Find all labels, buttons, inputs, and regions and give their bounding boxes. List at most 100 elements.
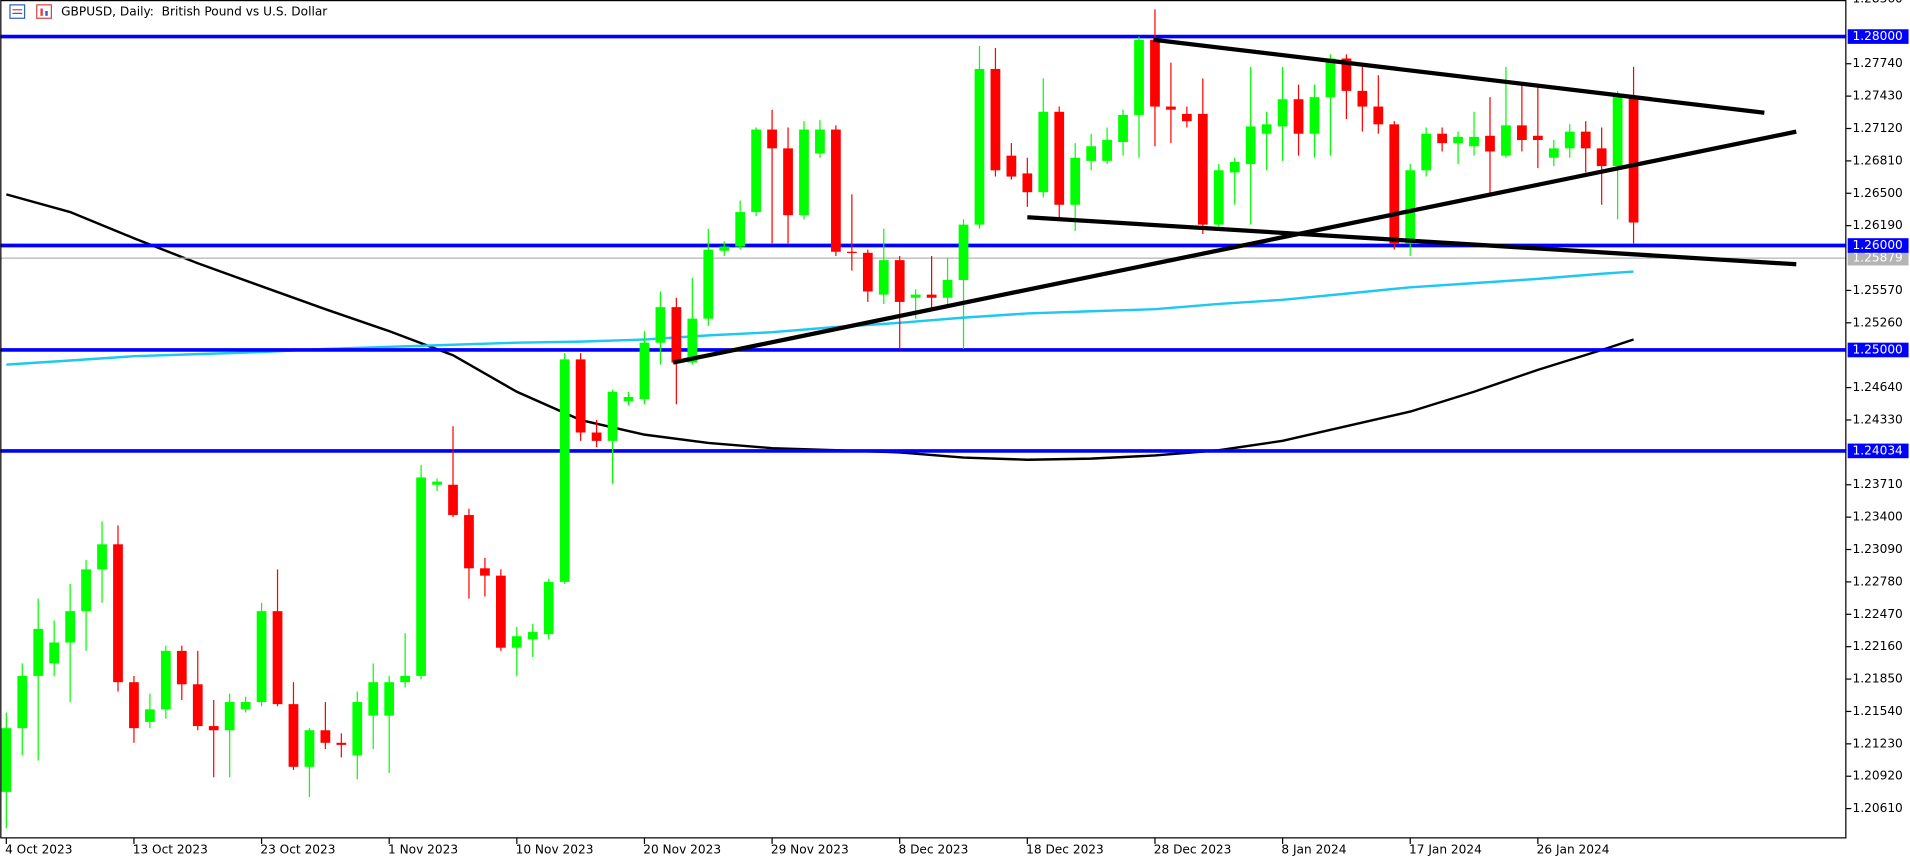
candle-body (384, 682, 395, 716)
y-tick-label: 1.21230 (1853, 736, 1903, 750)
x-tick-label: 28 Dec 2023 (1154, 843, 1232, 857)
price-tag-label: 1.25000 (1853, 342, 1903, 356)
candle-body (1150, 39, 1160, 107)
price-tag (1847, 238, 1909, 253)
candle-body (1517, 125, 1527, 140)
candle-body (1580, 131, 1591, 149)
price-tag-label: 1.24034 (1853, 443, 1904, 457)
chart-title: GBPUSD, Daily: British Pound vs U.S. Dol… (61, 5, 327, 19)
y-tick-label: 1.24330 (1853, 412, 1903, 426)
candle-body (432, 481, 442, 485)
x-tick-label: 20 Nov 2023 (643, 843, 721, 857)
candle-body (735, 212, 746, 247)
candle-body (1245, 126, 1256, 165)
candle-body (1054, 111, 1065, 205)
y-tick-label: 1.21540 (1853, 704, 1903, 718)
candle-body (176, 650, 187, 685)
icon (36, 4, 52, 19)
candle-body (1293, 99, 1304, 134)
y-tick-label: 1.27430 (1853, 89, 1903, 103)
candle-body (1277, 99, 1288, 127)
candle-body (1086, 146, 1097, 161)
candle-body (1261, 124, 1272, 134)
candle-body (65, 611, 76, 643)
candle-body (1628, 97, 1639, 223)
candle-body (1006, 155, 1017, 177)
x-tick-label: 10 Nov 2023 (516, 843, 594, 857)
candle-body (352, 702, 363, 756)
candle-body (1469, 136, 1479, 147)
x-tick-label: 8 Jan 2024 (1281, 843, 1346, 857)
candle-body (1485, 135, 1495, 152)
price-tag-label: 1.25879 (1853, 251, 1903, 265)
candle-body (878, 260, 889, 295)
candle-body (17, 675, 28, 729)
candle-body (1389, 124, 1400, 244)
x-tick-label: 26 Jan 2024 (1537, 843, 1610, 857)
price-tag (1847, 29, 1909, 44)
price-tag (1847, 443, 1909, 459)
y-tick-label: 1.24640 (1853, 380, 1903, 394)
x-tick-label: 13 Oct 2023 (133, 843, 208, 857)
candle-body (1612, 97, 1623, 167)
candle-body (543, 581, 554, 635)
candle-body (1309, 97, 1320, 134)
candle-body (958, 224, 969, 280)
candle-body (1166, 106, 1176, 110)
icon (9, 4, 26, 19)
candle-body (464, 515, 474, 569)
price-tag (1847, 342, 1909, 358)
candle-body (671, 307, 682, 363)
y-tick-label: 1.22160 (1853, 639, 1903, 653)
candle-body (894, 260, 905, 302)
candle-body (703, 249, 714, 319)
candle-body (1102, 139, 1112, 161)
candle-body (1421, 133, 1432, 171)
y-tick-label: 1.22470 (1853, 607, 1903, 621)
price-tag (1847, 250, 1909, 266)
symbol-icons (9, 4, 52, 19)
candle-body (1118, 114, 1128, 143)
icon-bar (45, 10, 48, 16)
candle-body (1548, 148, 1559, 158)
y-tick-label: 1.20920 (1853, 769, 1903, 783)
candle-body (208, 726, 219, 731)
candle-body (224, 702, 235, 731)
candle-body (575, 359, 586, 433)
x-tick-label: 17 Jan 2024 (1409, 843, 1482, 857)
icon-bar (40, 8, 43, 16)
candle-body (33, 628, 44, 676)
candle-body (145, 709, 155, 722)
candle-body (783, 148, 793, 216)
candle-body (336, 742, 347, 745)
candle-body (511, 636, 522, 648)
candle-body (639, 342, 650, 400)
candle-body (815, 129, 825, 154)
y-tick-label: 1.20610 (1853, 801, 1903, 815)
candle-body (160, 650, 171, 710)
candle-body (767, 129, 777, 149)
candle-body (480, 568, 490, 576)
candle-body (751, 129, 762, 213)
candle-body (368, 682, 379, 716)
candle-body (846, 251, 857, 253)
x-tick-label: 4 Oct 2023 (5, 843, 72, 857)
candle-body (1070, 157, 1081, 205)
candle-body (607, 391, 618, 441)
candle-body (799, 129, 809, 216)
candle-body (1501, 125, 1511, 156)
candle-body (591, 432, 602, 441)
candle-body (1596, 148, 1607, 167)
candle-body (1325, 58, 1336, 98)
candle-body (1229, 161, 1240, 173)
y-tick-label: 1.23090 (1853, 542, 1903, 556)
y-tick-label: 1.27120 (1853, 121, 1903, 135)
candle-body (192, 684, 203, 727)
candle-body (687, 318, 698, 363)
candle-body (623, 396, 634, 402)
candle-body (1341, 58, 1352, 91)
candle-body (416, 477, 426, 676)
y-tick-label: 1.27740 (1853, 56, 1903, 70)
candle-body (97, 544, 107, 570)
